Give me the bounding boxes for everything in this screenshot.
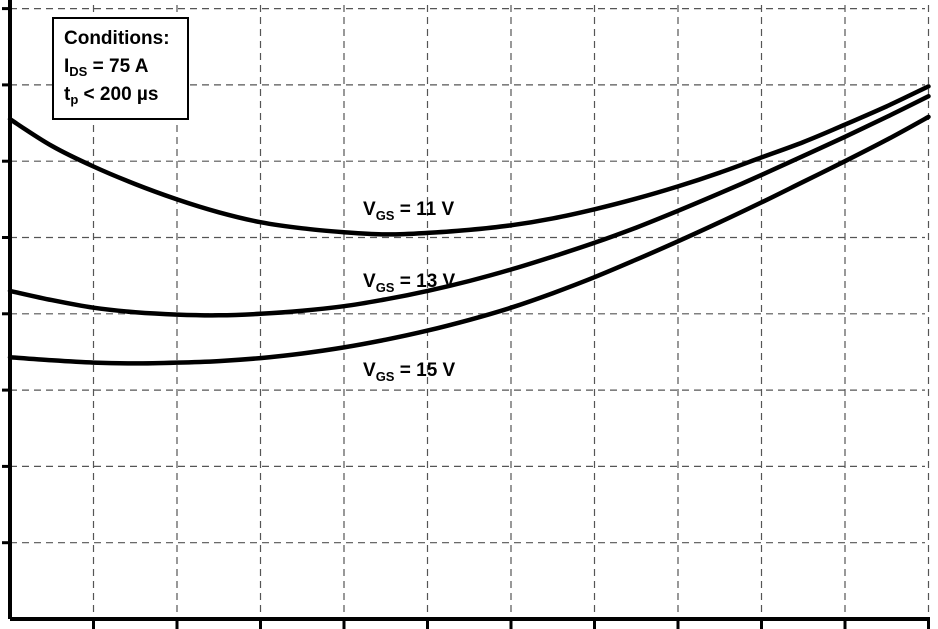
conditions-current-subscript: DS: [69, 64, 88, 79]
conditions-pulse-value: < 200 µs: [78, 84, 159, 105]
series-line-v-gs-13-v: [7, 94, 931, 318]
conditions-current: IDS = 75 A: [64, 53, 187, 81]
grid-lines: [10, 5, 930, 619]
conditions-annotation: Conditions: IDS = 75 A tp < 200 µs: [52, 17, 189, 120]
series-label-v-gs-11-v: VGS = 11 V: [363, 199, 455, 223]
series-line-v-gs-11-v: [7, 84, 931, 237]
series-label-v-gs-15-v: VGS = 15 V: [363, 360, 456, 384]
series-lines: [7, 84, 931, 366]
conditions-current-value: = 75 A: [87, 56, 149, 77]
conditions-heading: Conditions:: [64, 28, 170, 49]
series-line-v-gs-15-v: [7, 114, 931, 366]
conditions-pulse-subscript: p: [70, 92, 79, 107]
conditions-pulse-symbol: t: [64, 84, 71, 105]
conditions-pulse: tp < 200 µs: [64, 81, 187, 109]
series-label-v-gs-13-v: VGS = 13 V: [363, 271, 456, 295]
conditions-current-symbol: I: [64, 56, 70, 77]
series-labels: VGS = 11 V VGS = 13 V VGS = 15 V: [363, 199, 456, 384]
